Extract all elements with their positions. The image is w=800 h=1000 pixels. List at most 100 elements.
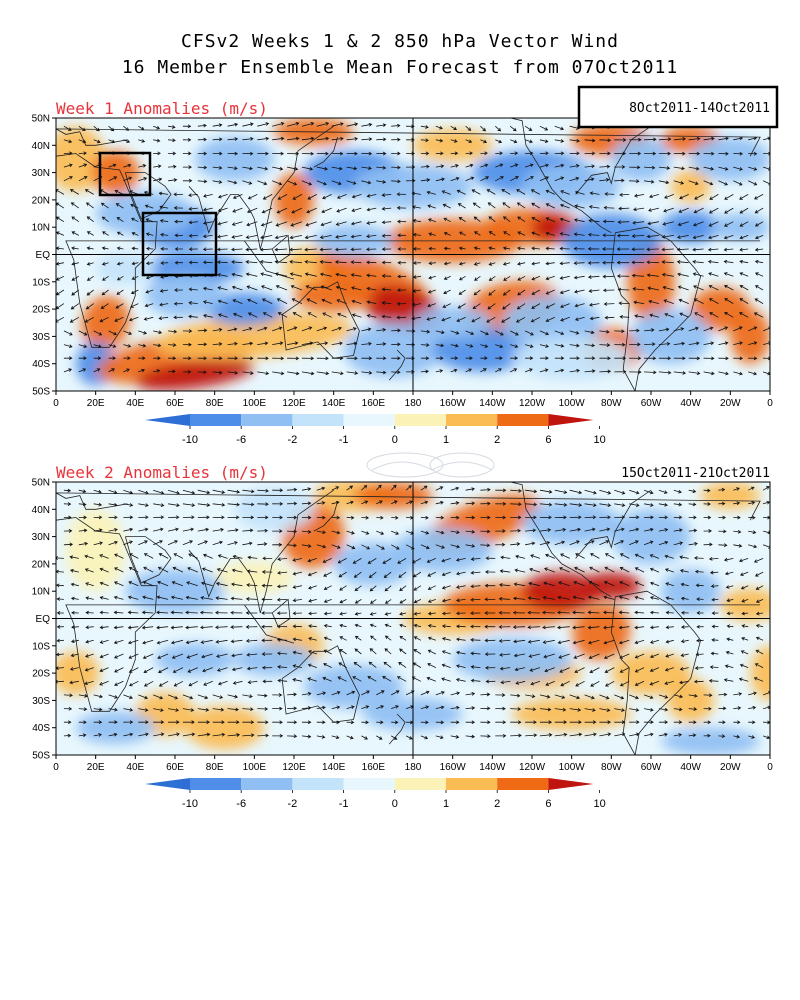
week2-axis-ticks: 0 20E 40E 60E 80E 100E 120E 140E 160E 180 160W 140W… bbox=[32, 478, 774, 774]
lon-tick-label: 160W bbox=[440, 762, 467, 773]
lat-tick-label: 10S bbox=[32, 277, 50, 288]
lon-tick-label: 80E bbox=[206, 762, 224, 773]
lon-tick-label: 80E bbox=[206, 398, 224, 409]
lat-tick-label: 30N bbox=[32, 532, 50, 543]
lon-tick-label: 0 bbox=[53, 398, 59, 409]
lat-tick-label: 20S bbox=[32, 669, 50, 680]
lat-tick-label: 40N bbox=[32, 505, 50, 516]
lon-tick-label: 100E bbox=[243, 398, 267, 409]
lon-tick-label: 0 bbox=[53, 762, 59, 773]
lat-tick-label: 20S bbox=[32, 305, 50, 316]
lon-tick-label: 80W bbox=[601, 398, 622, 409]
lon-tick-label: 100E bbox=[243, 762, 267, 773]
lon-tick-label: 0 bbox=[767, 762, 773, 773]
colorbar-label: -1 bbox=[339, 798, 349, 810]
colorbar-label: 0 bbox=[392, 434, 398, 446]
lat-tick-label: 10N bbox=[32, 223, 50, 234]
colorbar-swatch bbox=[394, 414, 446, 426]
lat-tick-label: 40N bbox=[32, 141, 50, 152]
title-line-1: CFSv2 Weeks 1 & 2 850 hPa Vector Wind bbox=[181, 31, 619, 52]
week2-wind-vectors bbox=[56, 484, 770, 740]
lon-tick-label: 40W bbox=[680, 762, 701, 773]
lon-tick-label: 60E bbox=[166, 762, 184, 773]
lat-tick-label: 50S bbox=[32, 387, 50, 398]
colorbar-label: 6 bbox=[545, 798, 551, 810]
lat-tick-label: 10N bbox=[32, 587, 50, 598]
week1-date-range: 8Oct2011-14Oct2011 bbox=[629, 101, 770, 116]
lat-tick-label: 10S bbox=[32, 641, 50, 652]
week2-date-range: 15Oct2011-21Oct2011 bbox=[621, 466, 770, 481]
week1-colorbar: -10 -6 -2 -1 0 1 2 6 10 bbox=[145, 414, 606, 446]
lon-tick-label: 20E bbox=[87, 762, 105, 773]
colorbar-swatch bbox=[394, 778, 446, 790]
colorbar-swatch bbox=[497, 414, 549, 426]
lon-tick-label: 120E bbox=[282, 762, 306, 773]
lon-tick-label: 100W bbox=[559, 762, 586, 773]
date-box bbox=[577, 85, 779, 129]
lon-tick-label: 40E bbox=[126, 398, 144, 409]
box-arabia bbox=[98, 151, 152, 197]
lon-tick-label: 140E bbox=[322, 398, 346, 409]
week2-anomaly-field bbox=[56, 482, 770, 755]
lat-tick-label: 30S bbox=[32, 332, 50, 343]
lon-tick-label: 120W bbox=[519, 762, 546, 773]
colorbar-swatch bbox=[190, 414, 242, 426]
lon-tick-label: 60W bbox=[641, 762, 662, 773]
colorbar-label: -2 bbox=[288, 434, 298, 446]
colorbar-swatch bbox=[241, 778, 293, 790]
colorbar-label: 0 bbox=[392, 798, 398, 810]
colorbar-right-arrow bbox=[548, 778, 594, 790]
lon-tick-label: 160E bbox=[362, 762, 386, 773]
colorbar-label: 1 bbox=[443, 798, 449, 810]
week2-panel-title: Week 2 Anomalies (m/s) bbox=[56, 463, 268, 482]
colorbar-label: 2 bbox=[494, 434, 500, 446]
lon-tick-label: 120W bbox=[519, 398, 546, 409]
colorbar-swatch bbox=[446, 414, 498, 426]
title-line-2: 16 Member Ensemble Mean Forecast from 07… bbox=[122, 57, 678, 78]
lon-tick-label: 20W bbox=[720, 762, 741, 773]
colorbar-swatch bbox=[497, 778, 549, 790]
week2-coastlines bbox=[56, 482, 761, 755]
lon-tick-label: 40E bbox=[126, 762, 144, 773]
colorbar-label: 1 bbox=[443, 434, 449, 446]
colorbar-swatch bbox=[292, 414, 344, 426]
lat-tick-label: EQ bbox=[36, 250, 51, 261]
lon-tick-label: 140W bbox=[479, 398, 506, 409]
colorbar-label: 6 bbox=[545, 434, 551, 446]
colorbar-swatch bbox=[241, 414, 293, 426]
colorbar-label: -1 bbox=[339, 434, 349, 446]
lat-tick-label: 20N bbox=[32, 195, 50, 206]
colorbar-swatch bbox=[343, 778, 395, 790]
colorbar-label: 10 bbox=[593, 434, 605, 446]
week2-colorbar: -10 -6 -2 -1 0 1 2 6 10 bbox=[145, 778, 606, 810]
lon-tick-label: 180 bbox=[405, 398, 422, 409]
lon-tick-label: 100W bbox=[559, 398, 586, 409]
colorbar-label: -6 bbox=[236, 798, 246, 810]
lon-tick-label: 180 bbox=[405, 762, 422, 773]
lat-tick-label: EQ bbox=[36, 614, 51, 625]
lat-tick-label: 50N bbox=[32, 478, 50, 489]
lon-tick-label: 120E bbox=[282, 398, 306, 409]
colorbar-label: -10 bbox=[182, 798, 198, 810]
lon-tick-label: 80W bbox=[601, 762, 622, 773]
colorbar-swatch bbox=[446, 778, 498, 790]
box-indian-ocean bbox=[141, 211, 218, 277]
lon-tick-label: 60E bbox=[166, 398, 184, 409]
lat-tick-label: 50N bbox=[32, 114, 50, 125]
lon-tick-label: 140E bbox=[322, 762, 346, 773]
lat-tick-label: 20N bbox=[32, 559, 50, 570]
lon-tick-label: 20W bbox=[720, 398, 741, 409]
colorbar-label: -10 bbox=[182, 434, 198, 446]
colorbar-swatch bbox=[292, 778, 344, 790]
lon-tick-label: 60W bbox=[641, 398, 662, 409]
colorbar-left-arrow bbox=[145, 414, 190, 426]
colorbar-left-arrow bbox=[145, 778, 190, 790]
lon-tick-label: 0 bbox=[767, 398, 773, 409]
lon-tick-label: 20E bbox=[87, 398, 105, 409]
lon-tick-label: 140W bbox=[479, 762, 506, 773]
week1-map-panel: Week 1 Anomalies (m/s) 8Oct2011-14Oct201… bbox=[32, 85, 779, 409]
lat-tick-label: 40S bbox=[32, 723, 50, 734]
colorbar-label: -2 bbox=[288, 798, 298, 810]
colorbar-label: 2 bbox=[494, 798, 500, 810]
